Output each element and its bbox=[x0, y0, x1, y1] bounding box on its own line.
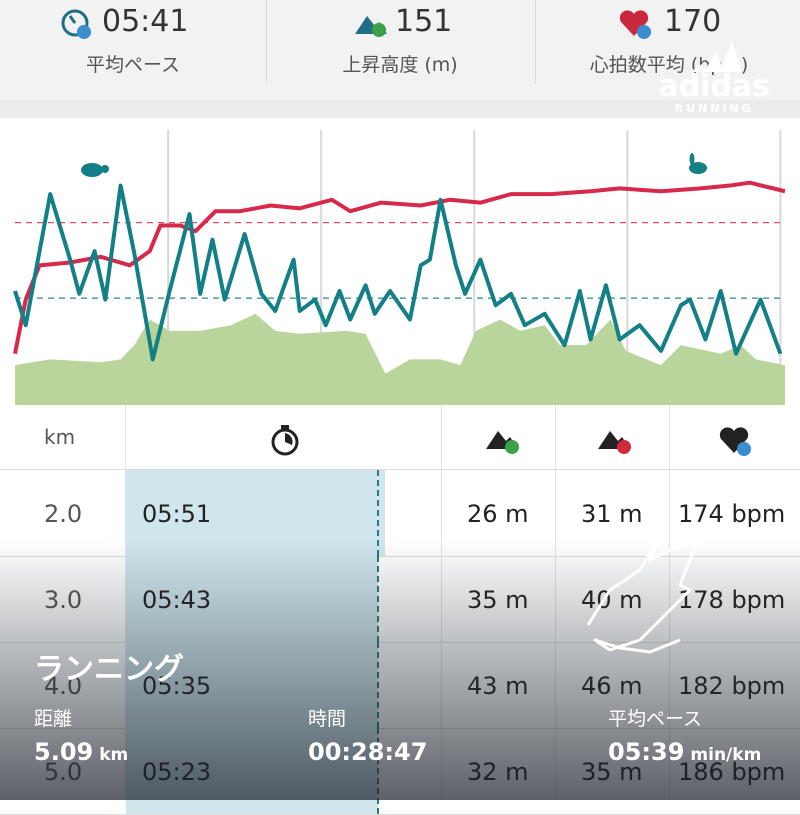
stat-label: 時間 bbox=[308, 708, 347, 730]
stat-value: 151 bbox=[395, 4, 453, 39]
stat-value: 5.09 bbox=[34, 738, 94, 766]
route-map bbox=[586, 530, 721, 654]
slow-icon bbox=[81, 163, 109, 177]
fast-icon bbox=[689, 153, 707, 174]
stat-value: 05:39 bbox=[608, 738, 685, 766]
column-header: km bbox=[44, 425, 76, 449]
elevation-area bbox=[15, 313, 785, 405]
brand-logo: adidas RUNNING bbox=[658, 36, 770, 115]
ascent-icon bbox=[486, 431, 519, 454]
logo-stripes bbox=[690, 40, 743, 72]
table-header: km bbox=[0, 405, 800, 470]
time-icon bbox=[271, 425, 299, 456]
icon-shape bbox=[689, 153, 695, 165]
icon-shape bbox=[101, 165, 109, 173]
heart-icon bbox=[619, 10, 651, 39]
summary-bar bbox=[0, 0, 800, 100]
logo-text: adidas bbox=[658, 69, 770, 104]
chart: 12345 bbox=[0, 118, 800, 405]
stat-label: 距離 bbox=[34, 708, 73, 730]
pace-marker bbox=[377, 470, 379, 556]
cell-pace: 05:51 bbox=[142, 500, 212, 528]
chart-band bbox=[0, 100, 800, 118]
stat-value: 00:28:47 bbox=[308, 738, 428, 766]
icon-shape bbox=[689, 162, 707, 174]
activity-title: ランニング bbox=[34, 652, 184, 687]
divider bbox=[266, 0, 267, 84]
stat-unit: km bbox=[99, 745, 129, 765]
cell-ascent: 26 m bbox=[467, 500, 529, 528]
cell-descent: 31 m bbox=[581, 500, 643, 528]
stat-pace: 05:41 平均ペース bbox=[0, 0, 266, 84]
stat-label: 平均ペース bbox=[85, 54, 181, 76]
heart-icon bbox=[719, 427, 751, 456]
cell-km: 2.0 bbox=[44, 500, 83, 528]
series-line bbox=[13, 180, 786, 355]
ascent-icon bbox=[355, 16, 387, 37]
overlay-shade bbox=[0, 540, 800, 800]
series-line bbox=[13, 183, 783, 362]
stat-unit: min/km bbox=[690, 745, 762, 765]
pace-icon bbox=[61, 9, 91, 39]
stat-line: 00:28:47 bbox=[308, 738, 427, 766]
stat-label: 平均ペース bbox=[608, 708, 703, 730]
cell-heart-rate: 174 bpm bbox=[678, 500, 786, 528]
divider bbox=[535, 0, 536, 84]
stat-label: 上昇高度 (m) bbox=[342, 54, 458, 76]
logo-subtext: RUNNING bbox=[674, 102, 754, 115]
stat-line: 5.09 km bbox=[34, 738, 128, 766]
stat-value: 170 bbox=[664, 4, 722, 39]
descent-icon bbox=[598, 431, 631, 454]
icon-shape bbox=[81, 163, 103, 177]
stat-value: 05:41 bbox=[102, 4, 189, 39]
stat-line: 05:39 min/km bbox=[608, 738, 761, 766]
stat-ascent: 151 上昇高度 (m) bbox=[267, 0, 533, 84]
